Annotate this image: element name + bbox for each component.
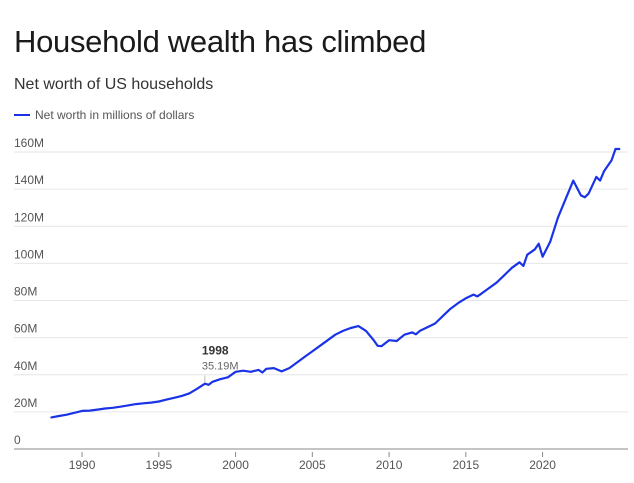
x-tick-label: 2015 <box>452 458 479 472</box>
x-tick-label: 1990 <box>69 458 96 472</box>
y-tick-label: 120M <box>14 210 44 224</box>
legend-swatch <box>14 114 30 116</box>
annotation-value: 35.19M <box>202 361 239 373</box>
y-tick-label: 60M <box>14 322 37 336</box>
x-tick-label: 1995 <box>145 458 172 472</box>
x-axis-ticks: 1990 1995 2000 2005 2010 2015 2020 <box>69 452 556 472</box>
x-tick-label: 2020 <box>529 458 556 472</box>
annotation-year: 1998 <box>202 344 229 358</box>
x-tick-label: 2000 <box>222 458 249 472</box>
y-tick-label: 100M <box>14 247 44 261</box>
y-tick-label: 20M <box>14 396 37 410</box>
y-axis-ticks: 0 20M 40M 60M 80M 100M 120M 140M 160M <box>14 136 44 447</box>
legend: Net worth in millions of dollars <box>14 108 194 122</box>
x-tick-label: 2005 <box>299 458 326 472</box>
annotation: 1998 35.19M <box>202 344 239 383</box>
chart-title: Household wealth has climbed <box>14 24 427 59</box>
y-tick-label: 160M <box>14 136 44 150</box>
y-tick-label: 0 <box>14 433 21 447</box>
y-tick-label: 80M <box>14 285 37 299</box>
y-tick-label: 40M <box>14 359 37 373</box>
chart-subtitle: Net worth of US households <box>14 76 214 93</box>
y-tick-label: 140M <box>14 173 44 187</box>
gridlines <box>14 151 628 450</box>
x-tick-label: 2010 <box>376 458 403 472</box>
series-line-net-worth <box>50 147 621 419</box>
legend-label: Net worth in millions of dollars <box>35 108 195 122</box>
